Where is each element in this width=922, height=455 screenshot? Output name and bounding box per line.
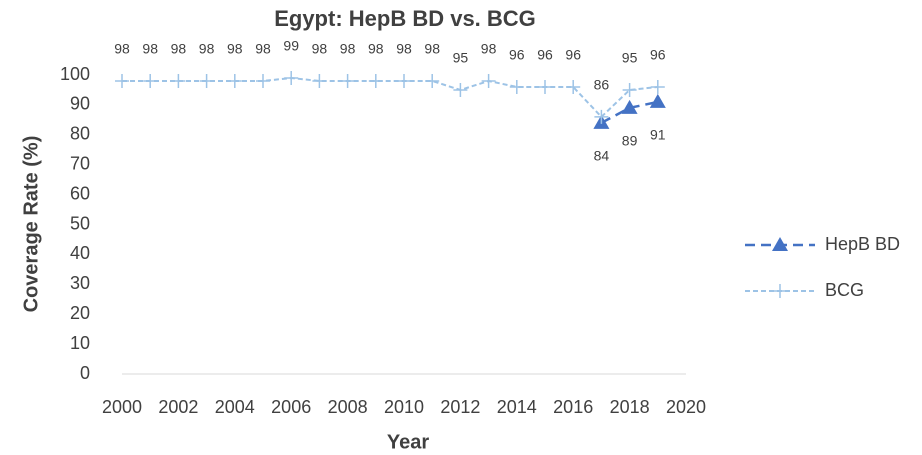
marker: [368, 73, 383, 88]
data-label: 98: [396, 41, 412, 57]
data-label: 98: [340, 41, 356, 57]
y-tick-label: 0: [80, 363, 90, 383]
chart-title: Egypt: HepB BD vs. BCG: [274, 6, 536, 31]
marker: [566, 79, 581, 94]
marker: [594, 109, 609, 124]
x-tick-label: 2012: [440, 397, 480, 417]
data-label: 96: [537, 47, 553, 63]
marker: [199, 73, 214, 88]
x-tick-label: 2016: [553, 397, 593, 417]
x-axis-label: Year: [387, 431, 429, 453]
y-tick-label: 50: [70, 213, 90, 233]
y-tick-label: 10: [70, 333, 90, 353]
y-tick-label: 40: [70, 243, 90, 263]
marker: [397, 73, 411, 88]
x-tick-label: 2006: [271, 397, 311, 417]
marker: [256, 73, 270, 88]
data-label: 91: [650, 127, 666, 143]
x-tick-label: 2002: [158, 397, 198, 417]
marker: [171, 73, 186, 88]
x-tick-label: 2010: [384, 397, 424, 417]
marker: [340, 73, 355, 88]
marker: [284, 70, 299, 85]
data-label: 84: [594, 148, 610, 164]
marker: [425, 73, 440, 88]
y-tick-label: 20: [70, 303, 90, 323]
legend-label: HepB BD: [825, 234, 900, 254]
data-label: 98: [481, 41, 497, 57]
legend-marker: [772, 237, 788, 251]
data-label: 98: [114, 41, 130, 57]
x-tick-label: 2000: [102, 397, 142, 417]
series-line: [600, 100, 659, 124]
data-label: 99: [283, 38, 299, 54]
data-label: 96: [650, 47, 666, 63]
data-label: 98: [312, 41, 328, 57]
marker: [649, 93, 666, 108]
series-line: [122, 76, 658, 119]
marker: [622, 82, 637, 97]
legend-marker: [773, 284, 787, 298]
data-label: 98: [368, 41, 384, 57]
marker: [481, 73, 496, 88]
data-label: 98: [424, 41, 440, 57]
data-label: 98: [171, 41, 187, 57]
x-tick-label: 2008: [328, 397, 368, 417]
data-label: 89: [622, 133, 638, 149]
marker: [509, 79, 524, 94]
y-tick-label: 80: [70, 124, 90, 144]
data-label: 98: [142, 41, 158, 57]
marker: [143, 73, 158, 88]
y-tick-label: 90: [70, 94, 90, 114]
y-tick-label: 60: [70, 183, 90, 203]
y-tick-label: 70: [70, 153, 90, 173]
x-tick-label: 2004: [215, 397, 255, 417]
marker: [650, 79, 665, 94]
y-axis-label: Coverage Rate (%): [20, 136, 42, 313]
y-tick-label: 30: [70, 273, 90, 293]
data-label: 86: [594, 77, 610, 93]
data-label: 98: [227, 41, 243, 57]
data-label: 96: [509, 47, 525, 63]
marker: [115, 73, 129, 88]
y-tick-label: 100: [60, 64, 90, 84]
marker: [453, 82, 468, 97]
data-label: 96: [565, 47, 581, 63]
data-label: 98: [199, 41, 215, 57]
marker: [312, 73, 327, 88]
legend-label: BCG: [825, 280, 864, 300]
marker: [538, 79, 552, 94]
data-label: 95: [453, 50, 469, 66]
x-tick-label: 2020: [666, 397, 706, 417]
marker: [227, 73, 242, 88]
data-label: 98: [255, 41, 271, 57]
marker: [621, 99, 638, 114]
x-tick-label: 2014: [497, 397, 537, 417]
data-label: 95: [622, 50, 638, 66]
x-tick-label: 2018: [610, 397, 650, 417]
